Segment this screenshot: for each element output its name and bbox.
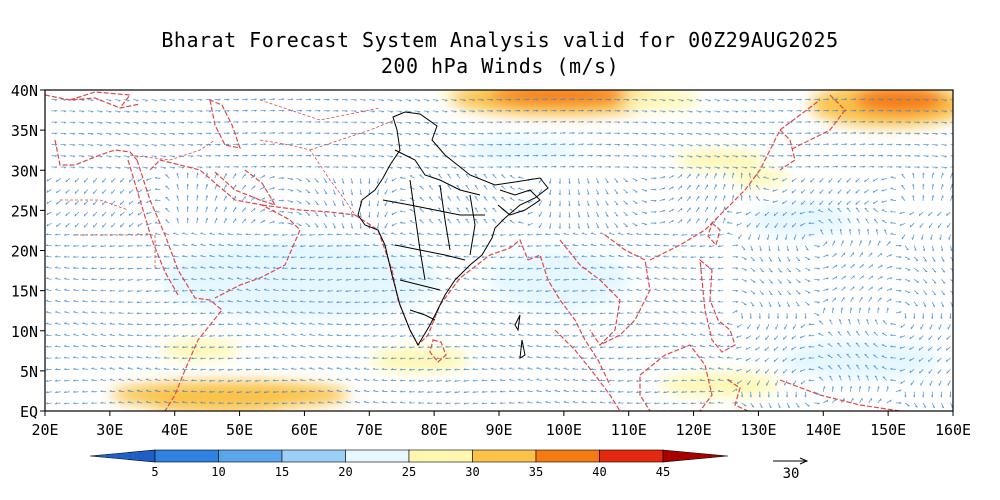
reference-vector-label: 30 xyxy=(783,466,800,482)
colorbar-swatch xyxy=(345,449,410,463)
lon-tick-label: 70E xyxy=(356,421,383,439)
reference-arrow-head xyxy=(799,457,809,465)
lat-tick-label: 10N xyxy=(11,323,38,341)
lon-tick-label: 60E xyxy=(291,421,318,439)
colorbar-swatch xyxy=(472,449,537,463)
lat-tick-label: EQ xyxy=(20,403,38,421)
country-borders xyxy=(60,99,396,270)
lat-tick-label: 5N xyxy=(20,363,38,381)
colorbar-swatch xyxy=(535,449,600,463)
wind-vector-field xyxy=(45,98,953,409)
colorbar-label: 5 xyxy=(151,465,158,479)
lon-tick-label: 140E xyxy=(805,421,841,439)
map-subtitle: 200 hPa Winds (m/s) xyxy=(380,54,620,78)
wind-speed-shading xyxy=(110,90,953,411)
colorbar-label: 45 xyxy=(656,465,670,479)
latitude-axis: EQ 5N 10N 15N 20N 25N 30N 35N 40N xyxy=(11,82,45,421)
colorbar-swatch xyxy=(218,449,283,463)
colorbar-min-triangle xyxy=(89,449,156,463)
colorbar-label: 15 xyxy=(275,465,289,479)
longitude-axis: 20E 30E 40E 50E 60E 70E 80E 90E 100E 110E 120E 130E… xyxy=(31,411,971,439)
lon-tick-label: 20E xyxy=(31,421,58,439)
lon-tick-label: 120E xyxy=(676,421,712,439)
map-title: Bharat Forecast System Analysis valid fo… xyxy=(161,28,839,52)
lon-tick-label: 160E xyxy=(935,421,971,439)
colorbar-label: 40 xyxy=(592,465,606,479)
colorbar-label: 20 xyxy=(338,465,352,479)
colorbar-label: 25 xyxy=(402,465,416,479)
colorbar-label: 10 xyxy=(211,465,225,479)
lat-tick-label: 30N xyxy=(11,162,38,180)
lon-tick-label: 150E xyxy=(870,421,906,439)
lon-tick-label: 50E xyxy=(226,421,253,439)
wind-vectors xyxy=(45,98,953,409)
colorbar-max-triangle xyxy=(662,449,729,463)
lon-tick-label: 130E xyxy=(740,421,776,439)
coastlines xyxy=(45,91,901,411)
colorbar-swatch xyxy=(281,449,346,463)
lat-tick-label: 40N xyxy=(11,82,38,100)
lon-tick-label: 100E xyxy=(546,421,582,439)
colorbar-swatch xyxy=(154,449,219,463)
lon-tick-label: 40E xyxy=(161,421,188,439)
lon-tick-label: 30E xyxy=(96,421,123,439)
lat-tick-label: 35N xyxy=(11,122,38,140)
lat-tick-label: 25N xyxy=(11,202,38,220)
lat-tick-label: 20N xyxy=(11,243,38,261)
lat-tick-label: 15N xyxy=(11,283,38,301)
colorbar-swatch xyxy=(408,449,473,463)
wind-speed-colorbar: 5 10 15 20 25 30 35 40 45 xyxy=(89,449,729,479)
colorbar-label: 35 xyxy=(529,465,543,479)
lon-tick-label: 110E xyxy=(611,421,647,439)
lon-tick-label: 80E xyxy=(421,421,448,439)
colorbar-swatch xyxy=(599,449,664,463)
map-plot-area xyxy=(45,90,953,411)
colorbar-label: 30 xyxy=(465,465,479,479)
lon-tick-label: 90E xyxy=(485,421,512,439)
india-borders xyxy=(357,111,549,359)
reference-vector: 30 xyxy=(773,457,809,482)
